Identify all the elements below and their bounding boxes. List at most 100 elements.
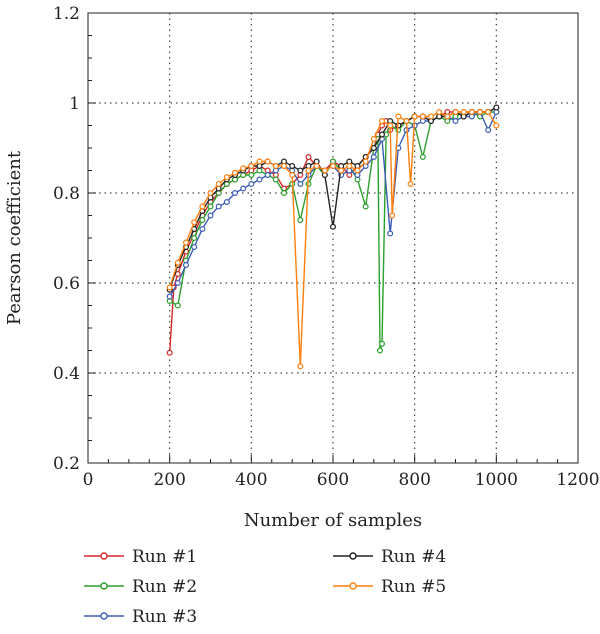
data-point [313,163,320,170]
legend-swatch-marker [349,552,357,560]
data-point [248,181,255,188]
data-point [407,181,414,188]
series-line [169,111,497,351]
x-tick-label: 800 [398,470,430,490]
data-point [330,223,337,230]
data-point [207,203,214,210]
data-point [174,280,181,287]
x-tick-label: 0 [83,470,94,490]
data-point [174,271,181,278]
data-point [174,302,181,309]
data-point [411,113,418,120]
data-point [240,165,247,172]
data-point [199,217,206,224]
data-point [305,154,312,161]
data-point [444,113,451,120]
data-point [232,190,239,197]
x-tick-label: 1000 [475,470,518,490]
legend-label: Run #3 [132,607,197,627]
legend-swatch-marker [349,582,357,590]
y-tick-label: 1.2 [53,4,80,24]
data-point [362,158,369,165]
data-point [199,226,206,233]
data-point [223,174,230,181]
data-point [493,122,500,129]
data-point [289,172,296,179]
data-point [387,230,394,237]
legend-label: Run #5 [381,577,446,597]
data-point [248,163,255,170]
data-point [370,136,377,143]
data-point [468,108,475,115]
data-point [460,108,467,115]
data-point [281,190,288,197]
series-4 [166,104,500,293]
data-point [207,190,214,197]
x-tick-label: 600 [317,470,349,490]
data-point [183,262,190,269]
data-point [232,169,239,176]
data-point [362,203,369,210]
data-point [346,163,353,170]
y-axis-label: Pearson coefficient [4,150,25,325]
data-point [354,167,361,174]
legend-swatch-marker [100,552,108,560]
data-point [389,212,396,219]
data-point [207,212,214,219]
legend-item: Run #2 [84,577,197,597]
legend-item: Run #4 [333,547,446,567]
x-tick-label: 200 [153,470,185,490]
data-point [338,167,345,174]
axis-ticks: 0 200 400 600 800 1000 1200 0.2 0.4 0.6 0.8 1 1.2 [53,4,600,490]
data-point [485,108,492,115]
legend-swatch-marker [100,612,108,620]
data-point [183,239,190,246]
legend-label: Run #4 [381,547,446,567]
y-tick-label: 1 [69,94,80,114]
data-point [493,104,500,111]
data-point [419,113,426,120]
data-point [321,167,328,174]
data-point [215,203,222,210]
data-point [379,131,386,138]
data-point [256,158,263,165]
data-point [264,158,271,165]
data-point [436,108,443,115]
grid-lines [88,13,578,463]
data-point [272,163,279,170]
data-point [166,284,173,291]
data-point [215,181,222,188]
data-point [379,340,386,347]
data-point [272,176,279,183]
data-point [297,217,304,224]
data-point [297,181,304,188]
data-point [419,154,426,161]
data-point [477,108,484,115]
data-point [199,203,206,210]
y-tick-label: 0.6 [53,274,80,294]
legend-label: Run #2 [132,577,197,597]
data-point [297,167,304,174]
x-tick-label: 400 [235,470,267,490]
series-5 [166,108,500,370]
legend-item: Run #5 [333,577,446,597]
data-point [264,172,271,179]
data-point [297,363,304,370]
series-3 [166,108,500,300]
data-point [395,113,402,120]
data-point [248,172,255,179]
data-point [428,113,435,120]
data-point [174,259,181,266]
data-point [289,163,296,170]
data-point [240,185,247,192]
data-point [281,163,288,170]
data-point [223,199,230,206]
y-tick-label: 0.2 [53,454,80,474]
data-point [191,244,198,251]
legend-item: Run #1 [84,547,197,567]
x-tick-label: 1200 [556,470,599,490]
data-point [485,126,492,133]
y-tick-label: 0.4 [53,364,80,384]
data-point [256,176,263,183]
